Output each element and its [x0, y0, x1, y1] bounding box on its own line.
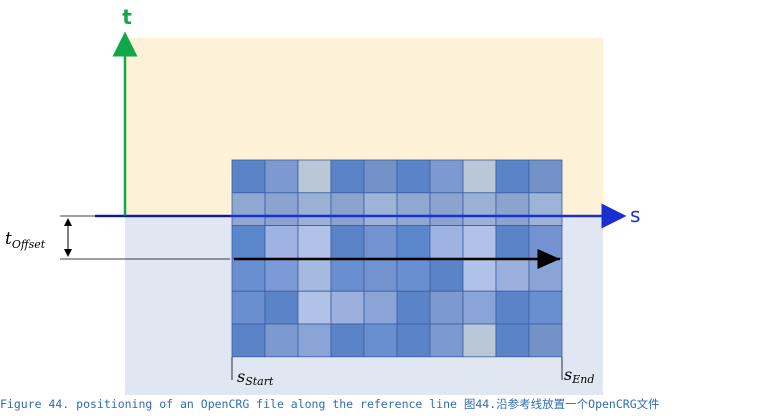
grid-cell: [297, 323, 332, 358]
grid-cell: [495, 257, 530, 292]
grid-cell: [297, 192, 332, 227]
grid-cell: [264, 257, 299, 292]
end-main: s: [564, 365, 572, 384]
grid-cell: [396, 290, 431, 325]
grid-cell: [462, 290, 497, 325]
start-label: sStart: [237, 367, 274, 388]
grid-cell: [264, 290, 299, 325]
s-axis-label: s: [630, 203, 640, 227]
grid-cell: [462, 225, 497, 259]
grid-cell: [528, 225, 563, 259]
grid-cell: [297, 290, 332, 325]
grid-cell: [528, 323, 563, 358]
grid-cell: [528, 192, 563, 227]
grid-cell: [528, 290, 563, 325]
grid-cell: [396, 257, 431, 292]
grid-cell: [363, 290, 398, 325]
grid-cell: [528, 159, 563, 194]
grid-cell: [363, 257, 398, 292]
offset-main: t: [5, 229, 12, 249]
grid-cell: [264, 323, 299, 358]
grid-cell: [231, 257, 266, 292]
grid-cell: [231, 159, 266, 194]
grid-cell: [528, 257, 563, 292]
grid-cell: [297, 257, 332, 292]
grid-cell: [429, 257, 464, 292]
grid-cell: [462, 192, 497, 227]
grid-cell: [297, 159, 332, 194]
grid-cell: [462, 159, 497, 194]
grid-cell: [495, 192, 530, 227]
grid-cell: [396, 192, 431, 227]
grid-cell: [462, 257, 497, 292]
grid-cell: [330, 225, 365, 259]
grid-cell: [429, 192, 464, 227]
grid-cell: [330, 323, 365, 358]
start-main: s: [237, 367, 245, 386]
grid-cell: [495, 323, 530, 358]
grid-cell: [396, 159, 431, 194]
grid-cell: [264, 225, 299, 259]
t-axis-label: t: [122, 5, 132, 29]
grid-cell: [363, 192, 398, 227]
grid-cell: [297, 225, 332, 259]
start-sub: Start: [245, 375, 274, 388]
grid-cell: [264, 192, 299, 227]
grid-cell: [231, 192, 266, 227]
grid-cell: [429, 323, 464, 358]
grid-cell: [429, 159, 464, 194]
grid-cell: [429, 225, 464, 259]
caption: Figure 44. positioning of an OpenCRG fil…: [0, 397, 660, 411]
grid-cell: [330, 192, 365, 227]
grid-cell: [396, 225, 431, 259]
grid-cell: [231, 323, 266, 358]
grid-cell: [495, 290, 530, 325]
grid-cell: [396, 323, 431, 358]
grid-cell: [363, 159, 398, 194]
grid-cell: [495, 225, 530, 259]
end-label: sEnd: [564, 365, 594, 386]
grid-cell: [264, 159, 299, 194]
grid-cell: [231, 225, 266, 259]
grid-cell: [330, 290, 365, 325]
offset-label: tOffset: [5, 229, 46, 251]
grid-cell: [363, 323, 398, 358]
offset-sub: Offset: [12, 238, 46, 251]
grid-cell: [495, 159, 530, 194]
grid-cell: [231, 290, 266, 325]
grid-cell: [429, 290, 464, 325]
grid-cell: [330, 257, 365, 292]
grid-cell: [363, 225, 398, 259]
grid-cell: [462, 323, 497, 358]
end-sub: End: [571, 373, 594, 386]
grid-cell: [330, 159, 365, 194]
